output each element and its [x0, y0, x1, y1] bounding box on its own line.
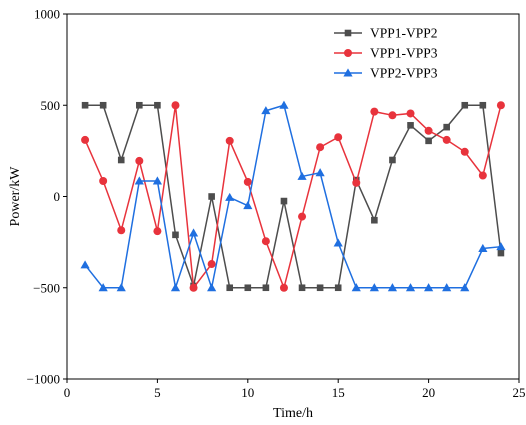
data-point — [208, 193, 215, 200]
legend-entry: VPP1-VPP2 — [370, 26, 438, 41]
x-tick-label: 20 — [422, 385, 435, 400]
x-tick-label: 5 — [154, 385, 161, 400]
plot-frame — [66, 13, 520, 380]
data-point — [371, 216, 378, 224]
series-vpp1-vpp2 — [81, 101, 505, 292]
data-point — [244, 284, 252, 292]
data-point — [442, 283, 452, 292]
data-point — [496, 242, 506, 251]
data-point — [316, 143, 325, 152]
legend-marker — [344, 49, 352, 57]
data-point — [171, 101, 180, 110]
series-line — [84, 104, 501, 291]
data-point — [117, 156, 125, 164]
data-point — [80, 260, 90, 269]
data-point — [136, 101, 143, 109]
data-point — [135, 156, 144, 165]
data-point — [153, 227, 162, 236]
data-point — [207, 260, 216, 269]
data-point — [172, 231, 179, 239]
y-tick-label: 0 — [54, 189, 61, 204]
data-point — [243, 201, 253, 210]
data-point — [98, 283, 108, 292]
data-point — [81, 101, 89, 109]
data-point — [406, 109, 415, 118]
data-point — [188, 228, 199, 237]
data-point — [369, 283, 379, 292]
data-point — [424, 126, 433, 135]
data-point — [460, 283, 470, 292]
data-point — [479, 101, 487, 109]
data-point — [388, 111, 397, 120]
data-point — [460, 147, 469, 156]
x-tick-label: 25 — [513, 385, 526, 400]
legend-marker — [343, 68, 353, 77]
data-point — [226, 284, 234, 292]
data-point — [497, 249, 505, 257]
y-tick-label: −500 — [33, 280, 60, 295]
data-point — [189, 283, 198, 292]
y-tick-label: −1000 — [27, 372, 60, 387]
data-point — [152, 176, 162, 185]
data-point — [333, 238, 343, 247]
data-point — [280, 197, 288, 205]
data-point — [352, 178, 361, 187]
data-point — [387, 283, 398, 292]
data-point — [316, 284, 324, 292]
data-point — [407, 122, 414, 129]
y-tick-label: 1000 — [34, 7, 60, 22]
data-point — [389, 156, 396, 164]
legend-entry: VPP2-VPP3 — [370, 66, 438, 81]
data-point — [478, 243, 488, 252]
x-tick-label: 15 — [332, 385, 345, 400]
data-point — [298, 284, 306, 292]
data-point — [262, 284, 270, 292]
y-tick-label: 500 — [41, 98, 61, 113]
data-point — [315, 168, 325, 177]
data-point — [99, 176, 108, 185]
data-point — [461, 101, 469, 109]
x-tick-label: 10 — [241, 385, 254, 400]
legend-marker — [344, 29, 352, 37]
data-point — [478, 171, 487, 180]
data-point — [351, 283, 361, 292]
x-axis-label: Time/h — [273, 406, 313, 421]
data-point — [424, 283, 434, 292]
data-point — [334, 133, 343, 142]
data-point — [81, 135, 90, 144]
data-point — [261, 237, 270, 246]
series-vpp1-vpp3 — [81, 101, 505, 292]
data-point — [425, 137, 432, 145]
y-axis-label: Power/kW — [8, 166, 23, 227]
data-point — [261, 106, 271, 115]
data-point — [117, 226, 126, 235]
data-point — [225, 192, 235, 201]
data-point — [225, 136, 234, 145]
legend-entry: VPP1-VPP3 — [370, 46, 438, 61]
data-point — [496, 101, 505, 110]
data-point — [442, 135, 451, 144]
data-point — [443, 123, 450, 131]
data-point — [99, 101, 107, 109]
x-tick-label: 0 — [64, 385, 71, 400]
data-point — [116, 283, 126, 292]
data-point — [134, 176, 144, 185]
data-point — [243, 177, 252, 186]
data-point — [298, 212, 307, 221]
series-line — [85, 104, 502, 289]
data-point — [279, 283, 288, 292]
data-point — [334, 284, 342, 292]
data-point — [170, 283, 181, 292]
series-vpp2-vpp3 — [80, 100, 506, 292]
data-point — [297, 171, 307, 180]
data-point — [370, 107, 379, 116]
data-point — [279, 100, 289, 109]
data-point — [405, 283, 416, 292]
data-point — [154, 101, 161, 109]
data-point — [207, 283, 217, 292]
